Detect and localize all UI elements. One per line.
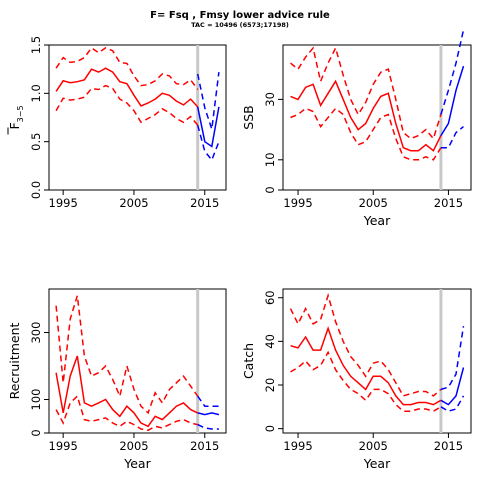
plot-frame [282,288,472,434]
y-tick-label: 30 [263,92,277,107]
panel-catch: 1995 2005 2015 0 20 40 60 Year Catch [241,288,472,471]
x-tick-label: 2015 [190,439,219,453]
x-tick-label: 2015 [434,196,463,210]
history-upper-line [290,45,442,141]
x-axis-label: Year [363,456,391,471]
plot-frame [282,44,472,191]
x-tick-label: 2015 [434,439,463,453]
history-median-line [290,79,442,152]
y-tick-label: 100 [29,389,43,411]
x-tick-label: 1995 [283,439,312,453]
y-tick-label: 1.0 [29,84,43,102]
y-tick-label: 10 [263,152,277,167]
forecast-median-line [196,106,220,148]
forecast-upper-line [196,72,220,130]
y-axis-label: F3−5 [7,105,25,129]
forecast-upper-line [197,395,219,407]
forecast-lower-line [440,395,465,413]
y-tick-label: 0.5 [29,133,43,151]
forecast-median-line [440,65,465,136]
x-tick-label: 2005 [359,196,388,210]
forecast-lower-line [196,125,220,162]
history-median-line [290,325,442,406]
x-tick-label: 1995 [49,196,78,210]
chart-title: F= Fsq , Fmsy lower advice rule [150,10,330,21]
panel-recruitment: 1995 2005 2015 0 100 300 Year Recruitment [7,288,227,471]
y-axis-label-text: F [7,122,22,129]
y-tick-label: 300 [29,322,43,344]
y-tick-label: 0.0 [29,181,43,199]
history-lower-line [55,394,198,432]
y-axis-label-text: Catch [241,343,256,379]
forecast-upper-line [440,325,465,391]
history-upper-line [55,295,199,415]
y-tick-label: 0 [29,429,43,436]
plot-frame [48,44,227,191]
x-tick-label: 2005 [119,439,148,453]
y-tick-label: 0 [263,186,277,193]
x-tick-label: 2015 [190,196,219,210]
x-axis-label: Year [123,456,151,471]
chart-subtitle: TAC = 10496 (6573;17198) [191,21,289,29]
y-axis-label: SSB [241,105,256,129]
history-lower-line [55,84,199,126]
panel-f: 1995 2005 2015 0.0 0.5 1.0 1.5 F3−5 [7,36,227,210]
x-tick-label: 2005 [359,439,388,453]
y-tick-label: 40 [263,334,277,349]
x-tick-label: 1995 [283,196,312,210]
y-tick-label: 1.5 [29,36,43,54]
history-lower-line [290,107,442,161]
plot-frame [48,288,227,434]
y-tick-label: 20 [263,378,277,393]
forecast-lower-line [440,126,464,149]
forecast-upper-line [440,29,465,115]
forecast-lower-line [197,423,219,430]
history-median-line [55,67,199,108]
forecast-median-line [197,412,220,416]
x-axis-label: Year [363,213,391,228]
history-upper-line [55,46,199,90]
y-axis-label: Recruitment [7,323,22,400]
history-median-line [55,355,199,428]
y-axis-label: Catch [241,343,256,379]
history-upper-line [289,292,442,397]
y-axis-label-text: Recruitment [7,323,22,400]
y-tick-label: 0 [263,425,277,432]
y-axis-label-subscript: 3−5 [16,105,25,122]
y-axis-label-text: SSB [241,105,256,129]
chart-header: F= Fsq , Fmsy lower advice rule TAC = 10… [0,10,480,29]
x-tick-label: 2005 [119,196,148,210]
x-tick-label: 1995 [49,439,78,453]
panel-ssb: 1995 2005 2015 0 10 30 Year SSB [241,29,472,228]
history-lower-line [290,350,442,413]
y-tick-label: 60 [263,290,277,305]
forecast-median-line [440,367,465,406]
